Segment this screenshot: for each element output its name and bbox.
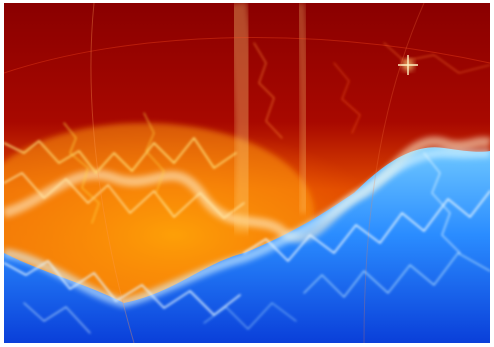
fractal-lightning-icon: [4, 3, 490, 343]
spark-icon: [398, 55, 418, 75]
fire-ice-lightning-artwork: [4, 3, 490, 343]
